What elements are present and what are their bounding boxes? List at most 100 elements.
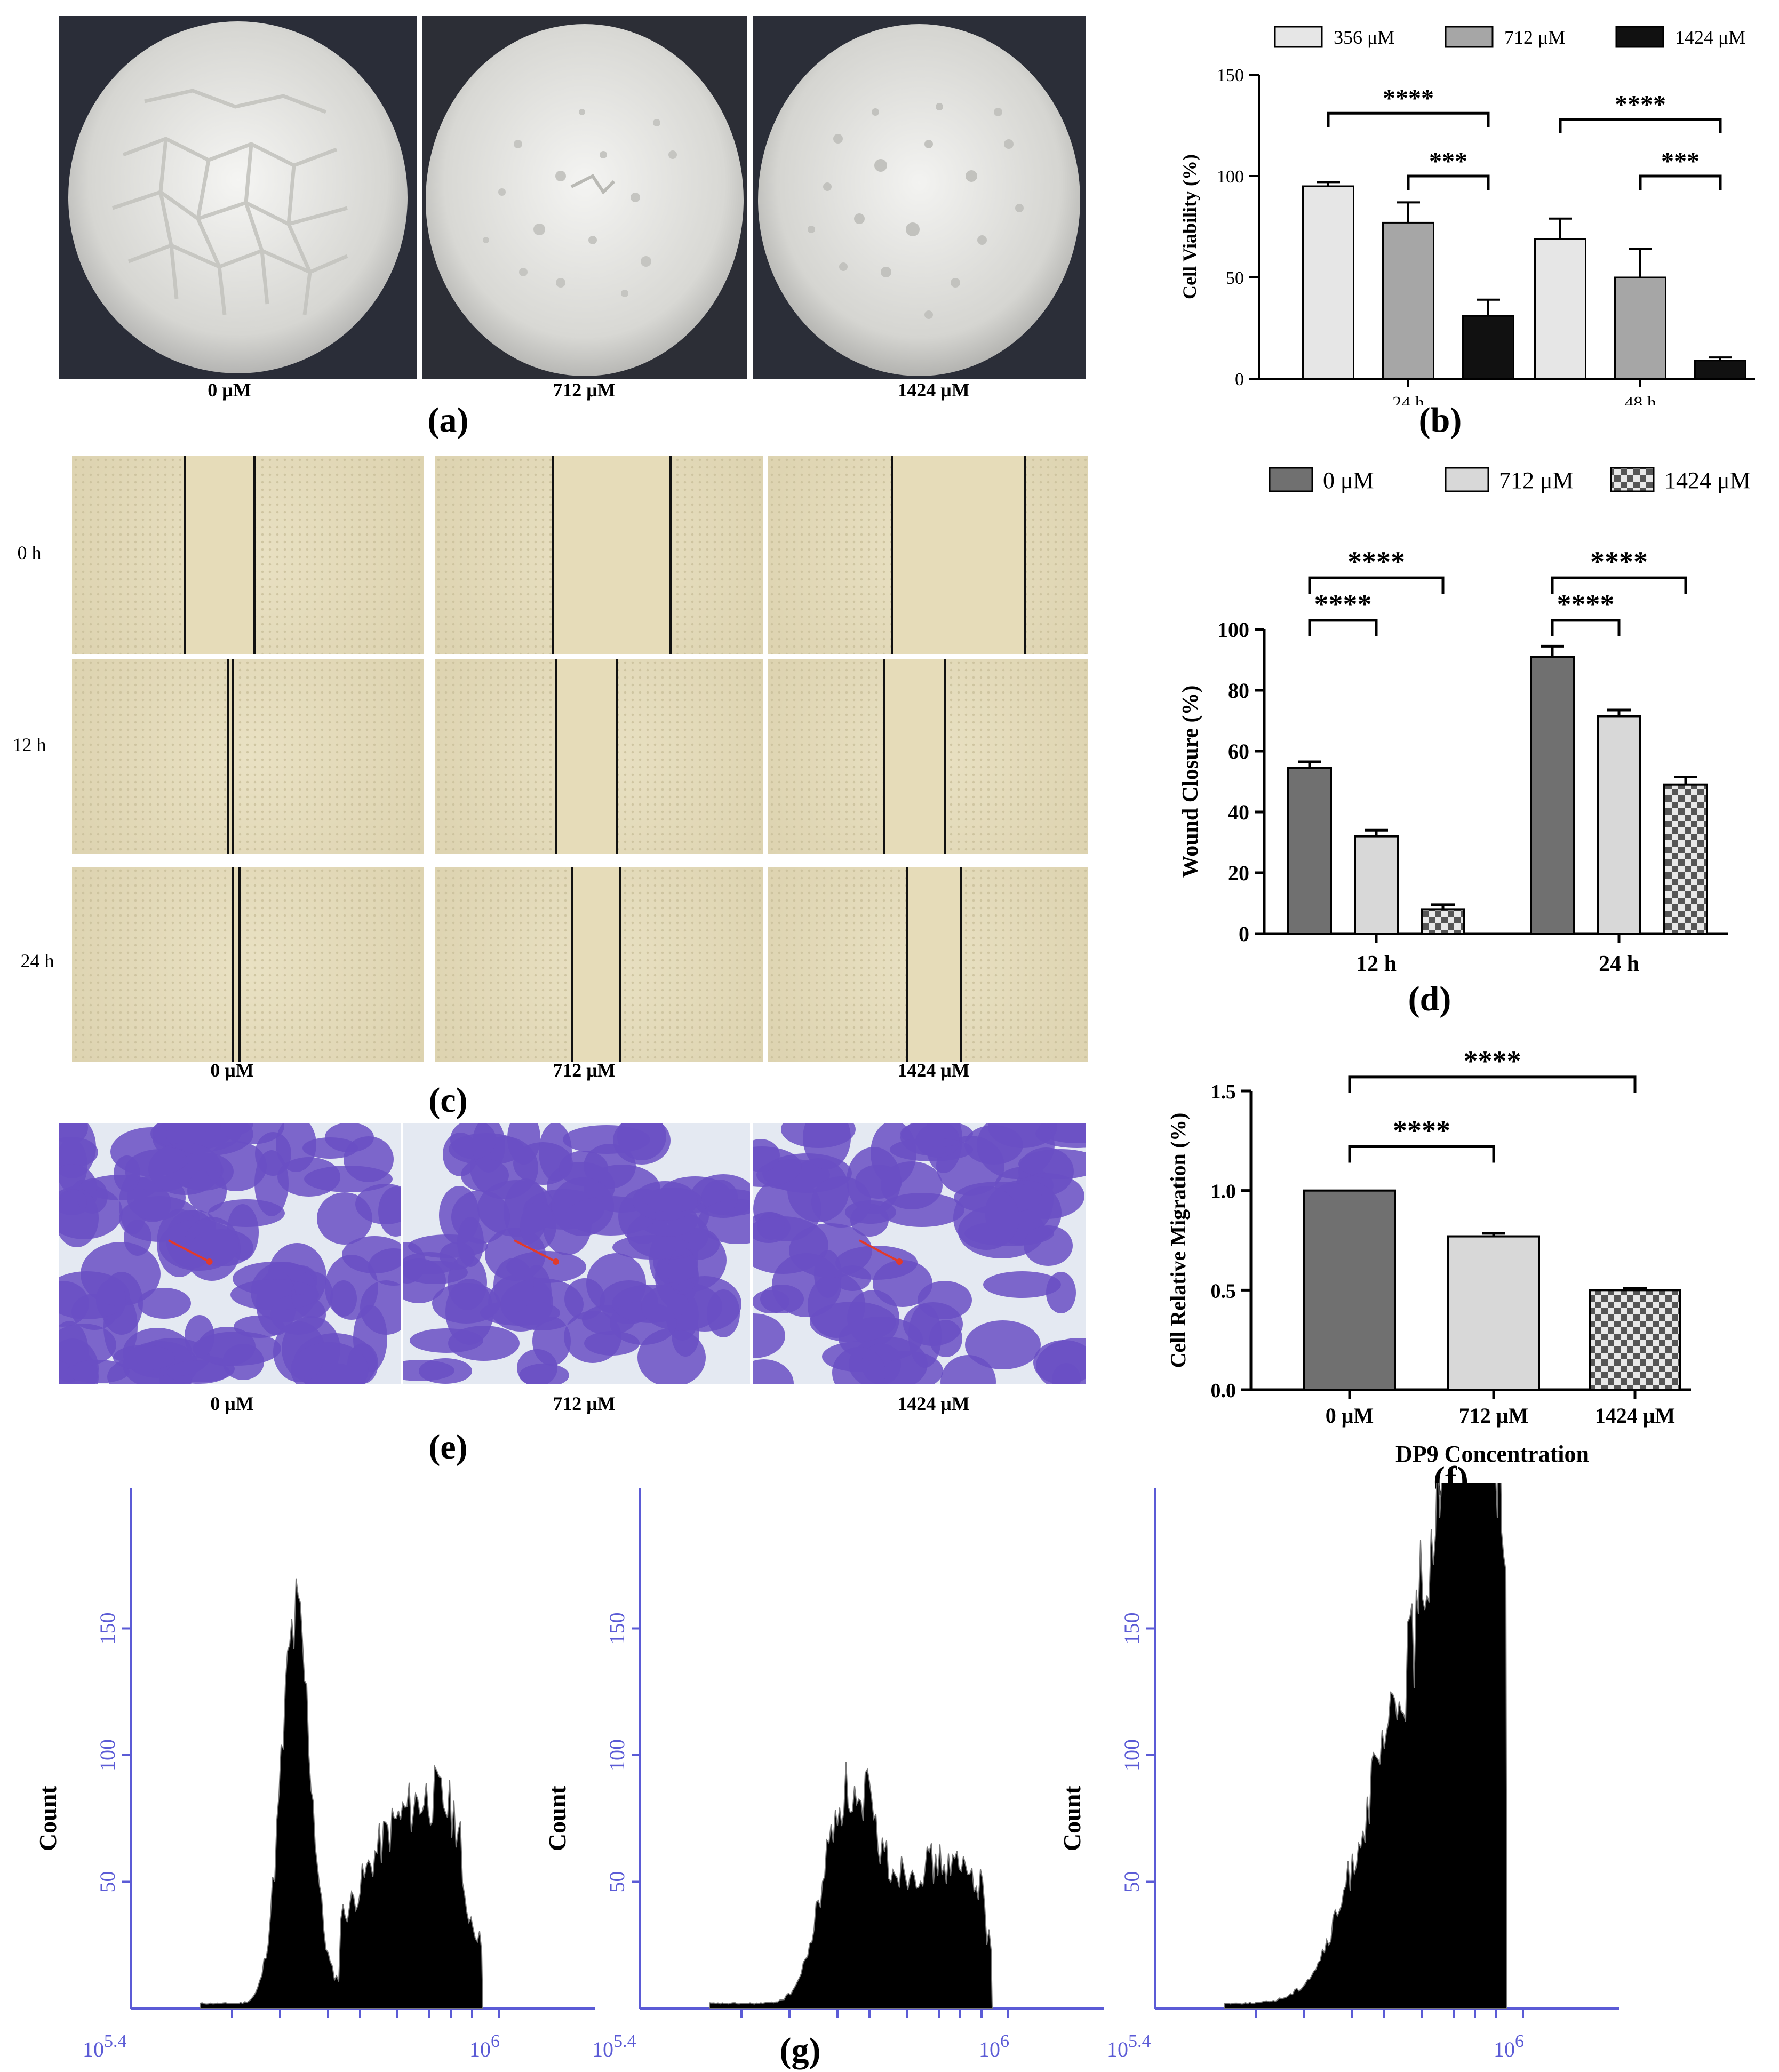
stained-cell-cluster xyxy=(811,1176,871,1228)
scratch-gap xyxy=(555,659,616,854)
y-tick-label: 100 xyxy=(1120,1739,1144,1771)
y-tick-label: 100 xyxy=(605,1739,629,1771)
y-tick-label: 0.5 xyxy=(1211,1280,1236,1302)
stained-cell-cluster xyxy=(873,1260,932,1307)
bar-2-1 xyxy=(1663,783,1708,935)
scratch-edge-right xyxy=(238,867,241,1062)
y-tick-label: 50 xyxy=(1226,268,1244,288)
stained-cell-cluster xyxy=(520,1202,556,1250)
stained-cell-cluster xyxy=(753,1290,789,1313)
sphere-image-1424uM xyxy=(753,16,1086,379)
sig-b-1-stars: *** xyxy=(1429,147,1467,176)
x-tick-label-left: 105.4 xyxy=(1107,2031,1151,2061)
scratch-edge-right xyxy=(619,867,621,1062)
scratch-edge-right xyxy=(669,456,672,654)
stained-cell-cluster xyxy=(559,1151,608,1186)
stained-cell-cluster xyxy=(185,1315,214,1358)
sig-d-1-stars: **** xyxy=(1347,546,1405,578)
stained-cell-cluster xyxy=(277,1157,340,1197)
x-tick-base: 10 xyxy=(83,2037,104,2061)
y-tick-label: 60 xyxy=(1228,739,1249,763)
panel-c-col-2: 1424 μM xyxy=(897,1059,970,1081)
scratch-edge-left xyxy=(571,867,573,1062)
stained-cell-cluster xyxy=(953,1186,1019,1250)
y-tick-label: 1.0 xyxy=(1211,1181,1236,1203)
x-tick-exp: 5.4 xyxy=(613,2031,636,2051)
sig-f-1-stars: **** xyxy=(1464,1046,1521,1077)
x-tick-label-right: 106 xyxy=(1494,2031,1524,2061)
stained-cell-cluster xyxy=(461,1159,509,1192)
histogram-area xyxy=(709,1762,993,2009)
legend-swatch-2 xyxy=(1615,26,1664,48)
error-bar xyxy=(1623,1287,1647,1290)
legend-swatch-1 xyxy=(1445,467,1489,492)
stained-cell-cluster xyxy=(641,1282,722,1331)
scratch-tile-r0-c1 xyxy=(435,456,763,654)
histogram-2: 50100150Count105.4106S26.4%G0-G139.8%G2-… xyxy=(1058,1483,1619,2061)
x-tick-base: 10 xyxy=(1107,2037,1128,2061)
stained-cell-cluster xyxy=(448,1326,520,1361)
stained-cell-cluster xyxy=(753,1139,780,1172)
stained-cell-cluster xyxy=(517,1349,557,1384)
y-tick-label: 100 xyxy=(1217,167,1244,187)
x-tick-label: 24 h xyxy=(1392,393,1424,405)
error-bar xyxy=(1549,217,1572,239)
sig-f-1-bracket xyxy=(1348,1075,1637,1093)
stained-cell-cluster xyxy=(330,1280,357,1317)
error-bar xyxy=(1482,1232,1505,1237)
stained-cell-cluster xyxy=(1046,1272,1076,1313)
stained-cell-cluster xyxy=(159,1220,239,1271)
panel-c-row-0h: 0 h xyxy=(17,542,42,563)
x-tick-label: 712 μM xyxy=(1459,1404,1528,1428)
scratch-edge-right xyxy=(253,456,256,654)
y-tick-label: 150 xyxy=(1217,66,1244,85)
bar-2-1 xyxy=(1694,360,1746,380)
error-bar xyxy=(1674,775,1697,785)
panel-e-label-2: 1424 μM xyxy=(897,1393,970,1414)
sig-f-0-bracket xyxy=(1348,1145,1495,1163)
panel-c-letter: (c) xyxy=(428,1081,468,1120)
bar-1-1 xyxy=(1597,715,1641,935)
panel-e-label-1: 712 μM xyxy=(553,1393,616,1414)
stained-cell-cluster xyxy=(617,1123,666,1160)
sig-d-0-bracket xyxy=(1308,619,1378,636)
x-tick-label-left: 105.4 xyxy=(592,2031,636,2061)
sig-f-0-stars: **** xyxy=(1393,1115,1450,1147)
stained-cell-cluster xyxy=(167,1360,230,1384)
x-tick-label: 24 h xyxy=(1599,952,1639,976)
y-tick-label: 150 xyxy=(95,1613,119,1645)
y-tick-label: 50 xyxy=(605,1871,629,1893)
scratch-edge-left xyxy=(227,659,229,854)
stained-cell-cluster xyxy=(342,1236,401,1273)
sig-d-1-bracket xyxy=(1308,576,1445,594)
stained-cell-cluster xyxy=(916,1123,960,1158)
panel-c-grid xyxy=(72,456,1088,1062)
panel-g-letter: (g) xyxy=(780,2031,821,2070)
stained-cell-cluster xyxy=(965,1320,1041,1369)
bar-1-0 xyxy=(1354,835,1399,935)
error-bar xyxy=(1298,760,1321,768)
y-tick-label: 50 xyxy=(95,1871,119,1893)
pore-arrow-head xyxy=(206,1258,213,1265)
transwell-svg xyxy=(753,1123,1086,1384)
scratch-tile-r2-c0 xyxy=(72,867,424,1062)
stained-cell-cluster xyxy=(908,1304,942,1368)
chart-f: 0.0 0.5 1.0 1.5 Cell Relative Migration (%) 0… xyxy=(1166,1046,1691,1467)
bar-0-0 xyxy=(1302,185,1354,380)
legend-label-1: 712 μM xyxy=(1499,467,1574,493)
legend-swatch-1 xyxy=(1445,26,1494,48)
transwell-svg xyxy=(59,1123,401,1384)
error-bar xyxy=(1541,644,1564,657)
y-tick-label: 50 xyxy=(1120,1871,1144,1893)
error-bar xyxy=(1629,248,1652,277)
stained-cell-cluster xyxy=(457,1217,484,1267)
histogram-area xyxy=(1224,1483,1508,2009)
scratch-tile-r2-c2 xyxy=(768,867,1088,1062)
histogram-0: 50100150Count105.4106S11.2%G0-G167.7%G2-… xyxy=(34,1488,595,2061)
histogram-1: 50100150Count105.4106S15.8%G0-G161.5%G2-… xyxy=(544,1488,1104,2061)
y-tick-label: 0.0 xyxy=(1211,1380,1236,1402)
scratch-edge-left xyxy=(232,867,234,1062)
scratch-edge-left xyxy=(906,867,908,1062)
stained-cell-cluster xyxy=(220,1123,284,1144)
